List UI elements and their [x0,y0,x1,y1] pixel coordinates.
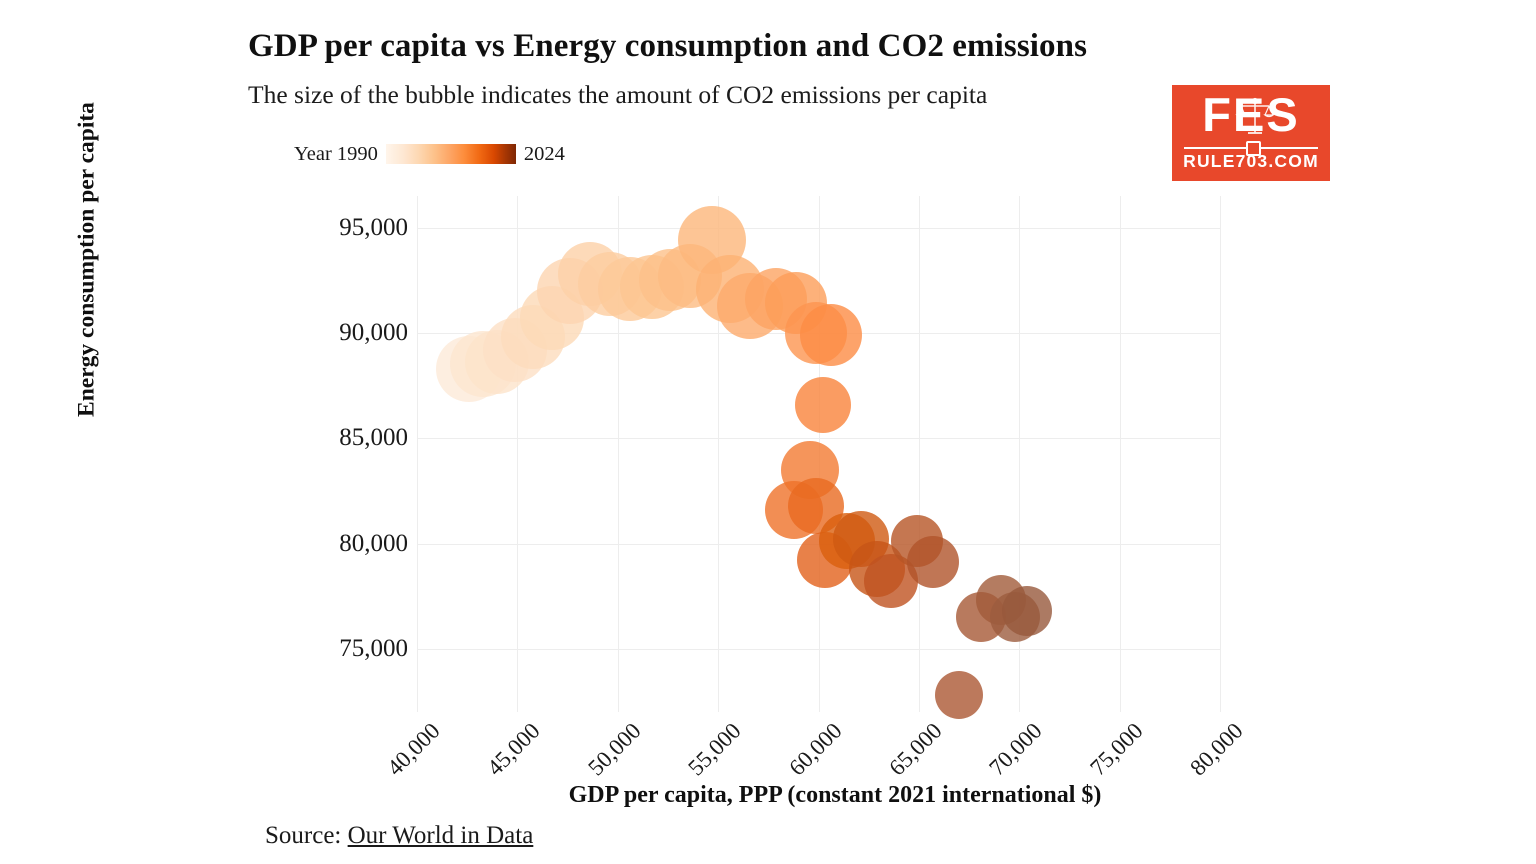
scales-of-justice-icon [1235,97,1275,134]
x-axis-label: GDP per capita, PPP (constant 2021 inter… [568,782,1102,808]
bubble-2025[interactable] [1002,585,1053,636]
gridline-vertical [718,196,720,712]
gridline-vertical [417,196,418,712]
y-axis-ticks: 95,000 90,000 85,000 80,000 75,000 [218,196,408,712]
x-axis-tick-label: 40,000 [382,718,445,781]
chart-subtitle: The size of the bubble indicates the amo… [248,80,988,109]
logo-badge-icon [1246,141,1261,156]
y-axis-tick-label: 90,000 [339,318,408,346]
x-axis-tick-label: 65,000 [884,718,947,781]
page-title: GDP per capita vs Energy consumption and… [248,28,1088,64]
logo-domain-text: RULE703.COM [1183,151,1319,171]
x-axis-tick-label: 50,000 [583,718,646,781]
gridline-vertical [1119,196,1121,712]
bubble-2020[interactable] [906,536,959,589]
y-axis-tick-label: 95,000 [339,213,408,241]
source-note: Source: Our World in Data [265,822,533,850]
x-axis-tick-label: 80,000 [1185,718,1248,781]
scatter-plot-area [417,196,1221,720]
y-axis-tick-label: 75,000 [339,634,408,662]
gridline-vertical [1019,196,1021,712]
x-axis-tick-label: 75,000 [1084,718,1148,781]
year-colorbar-legend: Year 1990 2024 [294,141,565,167]
bubble-2010[interactable] [794,376,851,433]
gridline-vertical [1220,196,1221,712]
bubble-2021[interactable] [935,671,984,720]
y-axis-tick-label: 85,000 [339,424,408,452]
y-axis-tick-label: 80,000 [339,529,408,557]
source-prefix: Source: [265,822,342,849]
x-axis-tick-label: 60,000 [783,718,847,781]
source-link[interactable]: Our World in Data [347,822,534,849]
gridline-vertical [517,196,519,712]
x-axis-tick-label: 55,000 [683,718,746,781]
x-axis-tick-label: 45,000 [482,718,546,781]
gridline-vertical [918,196,920,712]
y-axis-label: Energy consumption per capita [73,102,100,417]
legend-gradient-bar [385,144,516,164]
legend-start-label: Year 1990 [294,142,378,165]
legend-end-label: 2024 [523,142,565,165]
gridline-vertical [617,196,619,712]
fes-logo: FES RULE703.COM [1172,85,1330,181]
x-axis-ticks: 40,000 45,000 50,000 55,000 60,000 65,000 70,0… [382,712,1247,782]
bubble-2009[interactable] [799,304,862,366]
x-axis-tick-label: 70,000 [984,718,1047,781]
